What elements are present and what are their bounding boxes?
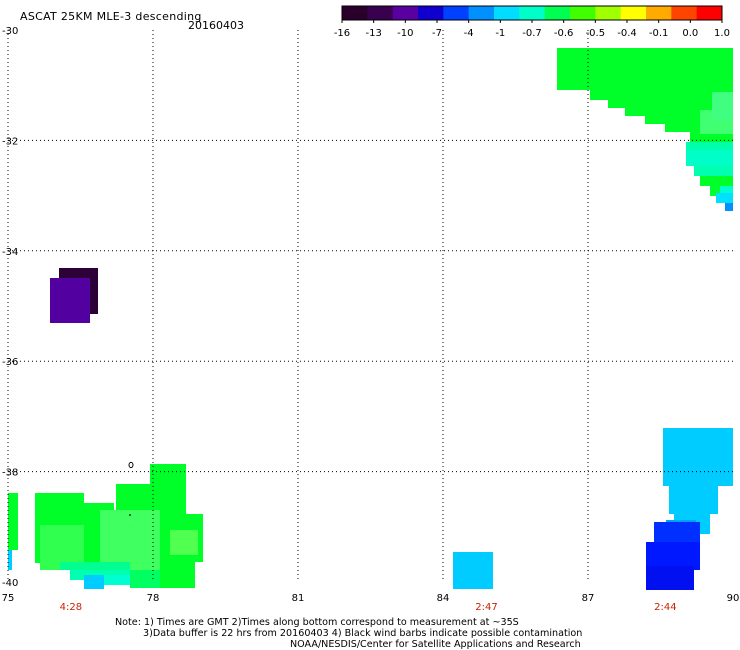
colorbar-tick-label: -0.4: [617, 28, 637, 39]
swath-cell: [100, 510, 160, 570]
swath-cell: [665, 124, 733, 132]
note-line-2: 3)Data buffer is 22 hrs from 20160403 4)…: [143, 628, 583, 639]
swath-cell: [130, 570, 160, 588]
colorbar-swatch: [342, 6, 368, 20]
colorbar-swatch: [595, 6, 622, 20]
pass-time-label: 2:44: [654, 602, 676, 613]
longitude-label: 90: [727, 593, 740, 604]
longitude-label: 78: [147, 593, 160, 604]
swath-cell: [646, 542, 700, 570]
swath-cell: [646, 566, 694, 590]
swath-data: [8, 48, 733, 590]
pass-time-label: 2:47: [475, 602, 497, 613]
swath-cell: [700, 176, 733, 186]
colorbar-swatch: [494, 6, 520, 20]
colorbar-tick-label: -16: [334, 28, 350, 39]
colorbar-tick-label: -7: [432, 28, 442, 39]
swath-cell: [590, 90, 733, 100]
swath-cell: [645, 116, 733, 124]
swath-cell: [104, 575, 134, 585]
colorbar-tick-label: -13: [365, 28, 381, 39]
colorbar-swatch: [418, 6, 444, 20]
longitude-label: 84: [437, 593, 450, 604]
longitude-label: 81: [292, 593, 305, 604]
swath-cell: [8, 550, 12, 570]
latitude-label: -40: [2, 578, 18, 589]
swath-cell: [669, 484, 718, 514]
latitude-label: -38: [2, 468, 18, 479]
swath-cell: [686, 150, 733, 166]
swath-cell: [712, 92, 733, 120]
colorbar-tick-label: 0.0: [682, 28, 698, 39]
latitude-label: -32: [2, 136, 18, 147]
colorbar-swatch: [392, 6, 419, 20]
pass-time-label: 4:28: [60, 602, 82, 613]
colorbar-ticks: -16 -13 -10 -7 -4 -1 -0.7 -0.6 -0.5 -0.4 -0.1 0.0 1.…: [334, 20, 730, 39]
colorbar-swatch: [671, 6, 698, 20]
colorbar-tick-label: 1.0: [714, 28, 730, 39]
swath-cell: [84, 575, 104, 589]
swath-cell: [625, 108, 733, 116]
wind-barbs: [128, 461, 134, 516]
swath-cell: [8, 493, 18, 550]
swath-cell: [557, 48, 733, 90]
colorbar-tick-label: -0.7: [522, 28, 542, 39]
colorbar-swatch: [646, 6, 672, 20]
colorbar-tick-label: -0.6: [554, 28, 574, 39]
swath-cell: [712, 186, 733, 194]
pass-time-labels: 4:28 2:47 2:44: [60, 602, 677, 613]
swath-cell: [725, 203, 733, 211]
longitude-label: 75: [2, 593, 15, 604]
swath-cell: [170, 530, 198, 555]
colorbar-swatch: [696, 6, 723, 20]
latitude-labels: -30 -32 -34 -36 -38 -40: [2, 26, 18, 589]
colorbar-swatch: [468, 6, 495, 20]
colorbar-tick-label: -1: [495, 28, 505, 39]
colorbar-tick-label: -0.5: [586, 28, 606, 39]
swath-cell: [710, 186, 720, 196]
note-line-3: NOAA/NESDIS/Center for Satellite Applica…: [290, 639, 581, 650]
calm-wind-marker: [128, 461, 134, 469]
colorbar-swatch: [570, 6, 596, 20]
longitude-labels: 75 78 81 84 87 90: [2, 593, 740, 604]
note-line-1: Note: 1) Times are GMT 2)Times along bot…: [115, 617, 519, 628]
latitude-label: -30: [2, 26, 18, 37]
colorbar-tick-label: -4: [464, 28, 474, 39]
colorbar: [341, 5, 723, 21]
colorbar-tick-label: -10: [397, 28, 413, 39]
map-date: 20160403: [188, 19, 244, 32]
lat-lon-grid: [7, 30, 733, 582]
wind-barb-dot: [129, 514, 131, 516]
colorbar-tick-label: -0.1: [649, 28, 669, 39]
swath-cell: [60, 562, 130, 570]
colorbar-swatch: [544, 6, 571, 20]
swath-cell: [453, 552, 493, 589]
colorbar-swatch: [519, 6, 546, 20]
map-title: ASCAT 25KM MLE-3 descending: [20, 10, 202, 23]
longitude-label: 87: [582, 593, 595, 604]
swath-cell: [716, 193, 733, 203]
colorbar-swatch: [443, 6, 470, 20]
swath-cell: [690, 132, 733, 142]
swath-cell: [720, 474, 733, 486]
swath-cell: [608, 100, 733, 108]
colorbar-swatch: [620, 6, 647, 20]
latitude-label: -36: [2, 357, 18, 368]
latitude-label: -34: [2, 247, 18, 258]
swath-cell: [694, 166, 733, 176]
swath-cell: [686, 142, 733, 150]
swath-cell: [50, 278, 90, 323]
colorbar-swatch: [367, 6, 394, 20]
